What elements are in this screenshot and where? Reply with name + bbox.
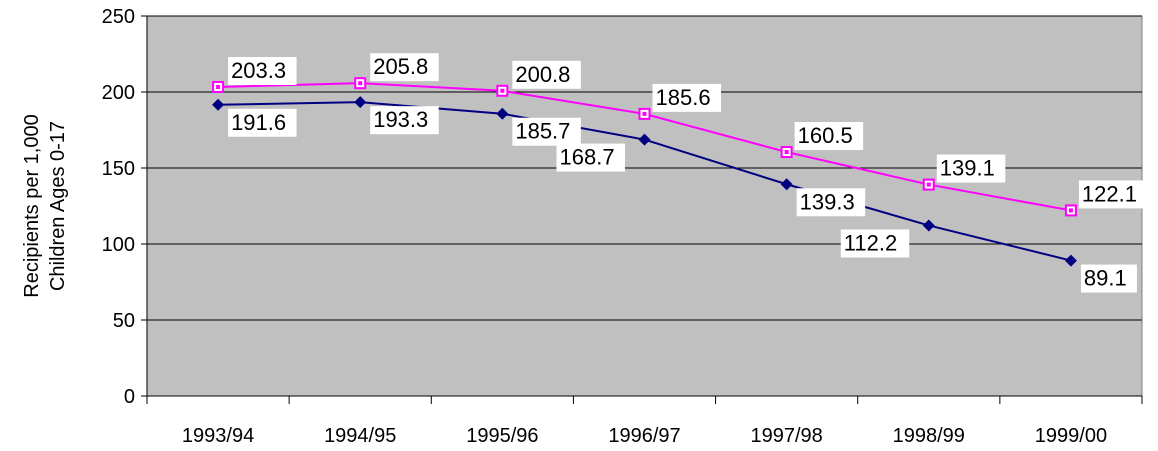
data-point-diamond — [922, 219, 935, 232]
data-label-text: 122.1 — [1082, 181, 1137, 206]
data-label-text: 203.3 — [231, 58, 286, 83]
data-label-text: 185.7 — [515, 119, 570, 144]
x-tick-label: 1997/98 — [750, 425, 822, 447]
data-label-box — [796, 188, 866, 217]
data-point-square-inner — [216, 84, 221, 89]
y-axis-title: Recipients per 1,000 Children Ages 0-17 — [21, 114, 69, 297]
x-tick-label: 1999/00 — [1035, 425, 1107, 447]
data-label-text: 139.3 — [800, 189, 855, 214]
data-label-box — [556, 143, 625, 172]
data-point-diamond — [496, 107, 509, 120]
data-label-text: 205.8 — [373, 54, 428, 79]
data-label-box — [228, 56, 297, 85]
data-label: 168.7 — [556, 143, 625, 172]
plot-area — [146, 15, 1143, 397]
data-point-diamond — [1064, 254, 1077, 267]
data-label-text: 168.7 — [560, 145, 615, 170]
y-tick-label: 50 — [113, 310, 135, 332]
data-point-diamond — [354, 96, 367, 109]
data-label: 193.3 — [370, 106, 439, 135]
data-label: 185.6 — [652, 83, 721, 112]
data-label-box — [228, 108, 297, 137]
data-label-box — [1080, 264, 1137, 293]
data-label-box — [840, 229, 910, 258]
data-label-box — [794, 122, 864, 151]
y-tick-label: 0 — [124, 386, 135, 408]
y-axis-title-line-1: Recipients per 1,000 — [21, 114, 43, 297]
data-label-text: 89.1 — [1084, 266, 1127, 291]
data-label: 205.8 — [370, 53, 439, 82]
data-label-box — [370, 106, 439, 135]
series-group: 203.3 205.8 200.8185.6160.5139.1122.1191.6… — [212, 53, 1148, 293]
y-tick-label: 150 — [102, 158, 135, 180]
x-tick-label: 1995/96 — [466, 425, 538, 447]
data-label: 139.1 — [936, 154, 1006, 183]
gridlines — [147, 15, 1142, 321]
data-label: 160.5 — [794, 122, 864, 151]
x-tick-label: 1994/95 — [324, 425, 396, 447]
x-tick-label: 1998/99 — [893, 425, 965, 447]
x-tick-label: 1996/97 — [608, 425, 680, 447]
data-label-text: 139.1 — [940, 156, 995, 181]
data-label: 200.8 — [512, 60, 581, 89]
data-point-square-inner — [1068, 208, 1073, 213]
data-label-text: 112.2 — [844, 230, 897, 255]
data-label: 203.3 — [228, 56, 297, 85]
y-axis: 0 50 100 150 200 250 — [102, 6, 148, 408]
data-label-text: 191.6 — [231, 110, 286, 135]
data-point-square-inner — [358, 81, 363, 86]
data-label-box — [370, 53, 439, 82]
data-label-box — [936, 154, 1006, 183]
data-label: 112.2 — [840, 229, 910, 258]
data-label-box — [512, 117, 581, 146]
data-label-text: 193.3 — [373, 107, 428, 132]
data-label-box — [652, 83, 721, 112]
y-axis-title-line-2: Children Ages 0-17 — [47, 121, 69, 291]
data-point-diamond — [212, 98, 225, 111]
series-1: 203.3 205.8 200.8 185.6 160.5 139.1 122.1 — [212, 53, 1148, 217]
data-label-text: 200.8 — [515, 62, 570, 87]
data-point-square-inner — [784, 150, 789, 155]
data-point-diamond — [780, 178, 793, 191]
y-tick-label: 100 — [102, 234, 135, 256]
data-point-diamond — [638, 133, 651, 146]
data-point-square-inner — [926, 182, 931, 187]
x-tick-label: 1993/94 — [182, 425, 254, 447]
y-tick-label: 200 — [102, 82, 135, 104]
data-label-box — [1078, 180, 1148, 209]
data-label-box — [512, 60, 581, 89]
data-label: 185.7 — [512, 117, 581, 146]
data-label: 139.3 — [796, 188, 866, 217]
x-axis: 1993/94 1994/95 1995/96 1996/97 1997/98 1998/… — [146, 395, 1143, 447]
data-label-text: 185.6 — [656, 85, 711, 110]
data-label: 89.1 — [1080, 264, 1137, 293]
data-point-square-inner — [642, 111, 647, 116]
data-point-square-inner — [500, 88, 505, 93]
y-tick-label: 250 — [102, 6, 135, 28]
data-label: 191.6 — [228, 108, 297, 137]
data-label: 122.1 — [1078, 180, 1148, 209]
data-label-text: 160.5 — [798, 123, 853, 148]
